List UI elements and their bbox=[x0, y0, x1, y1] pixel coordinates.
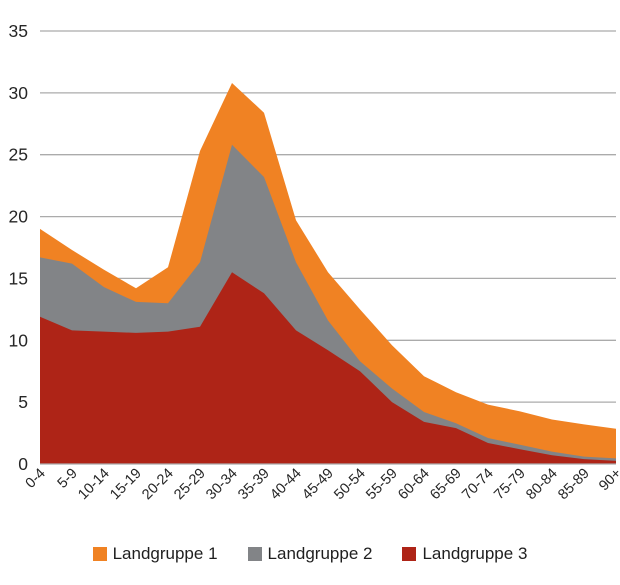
x-tick-label-15-19: 15-19 bbox=[107, 466, 145, 504]
stacked-area-chart: 0 5 10 15 20 25 30 35 0-4 5-910-1415-1920-2425-29… bbox=[9, 21, 620, 504]
legend-label-landgruppe-1: Landgruppe 1 bbox=[112, 544, 218, 563]
x-tick-label-40-44: 40-44 bbox=[267, 466, 305, 504]
area-landgruppe-3 bbox=[40, 272, 616, 464]
x-tick-label-35-39: 35-39 bbox=[235, 466, 273, 504]
x-tick-label-75-79: 75-79 bbox=[491, 466, 529, 504]
legend-item-landgruppe-3: Landgruppe 3 bbox=[402, 544, 527, 564]
x-tick-label-20-24: 20-24 bbox=[139, 466, 177, 504]
chart-legend: Landgruppe 1 Landgruppe 2 Landgruppe 3 bbox=[0, 544, 620, 564]
y-tick-label-0: 0 bbox=[18, 454, 28, 474]
x-tick-label-10-14: 10-14 bbox=[75, 466, 113, 504]
x-tick-label-25-29: 25-29 bbox=[171, 466, 209, 504]
x-tick-label-90+: 90+ bbox=[596, 466, 620, 495]
x-tick-label-55-59: 55-59 bbox=[363, 466, 401, 504]
area-series bbox=[40, 83, 616, 465]
y-tick-label-10: 10 bbox=[9, 330, 29, 350]
legend-item-landgruppe-1: Landgruppe 1 bbox=[92, 544, 218, 564]
y-tick-label-25: 25 bbox=[9, 145, 28, 165]
legend-swatch-landgruppe-3-icon bbox=[402, 547, 417, 561]
legend-swatch-landgruppe-1-icon bbox=[92, 547, 107, 561]
x-tick-label-5-9: 5-9 bbox=[55, 466, 81, 492]
x-tick-label-80-84: 80-84 bbox=[523, 466, 561, 504]
x-tick-label-65-69: 65-69 bbox=[427, 466, 465, 504]
x-tick-label-50-54: 50-54 bbox=[331, 466, 369, 504]
y-tick-label-15: 15 bbox=[9, 268, 28, 288]
y-tick-label-30: 30 bbox=[9, 83, 29, 103]
x-axis-labels: 0-4 5-910-1415-1920-2425-2930-3435-3940-4… bbox=[23, 466, 620, 504]
x-tick-label-30-34: 30-34 bbox=[203, 466, 241, 504]
x-tick-label-60-64: 60-64 bbox=[395, 466, 433, 504]
x-tick-label-85-89: 85-89 bbox=[555, 466, 593, 504]
x-tick-label-70-74: 70-74 bbox=[459, 466, 497, 504]
legend-label-landgruppe-3: Landgruppe 3 bbox=[422, 544, 528, 563]
legend-swatch-landgruppe-2-icon bbox=[247, 547, 262, 561]
y-axis-labels: 0 5 10 15 20 25 30 35 bbox=[9, 21, 29, 474]
y-tick-label-5: 5 bbox=[18, 392, 28, 412]
legend-label-landgruppe-2: Landgruppe 2 bbox=[267, 544, 373, 563]
y-tick-label-20: 20 bbox=[9, 207, 29, 227]
legend-item-landgruppe-2: Landgruppe 2 bbox=[247, 544, 373, 564]
x-tick-label-45-49: 45-49 bbox=[299, 466, 337, 504]
y-tick-label-35: 35 bbox=[9, 21, 28, 41]
